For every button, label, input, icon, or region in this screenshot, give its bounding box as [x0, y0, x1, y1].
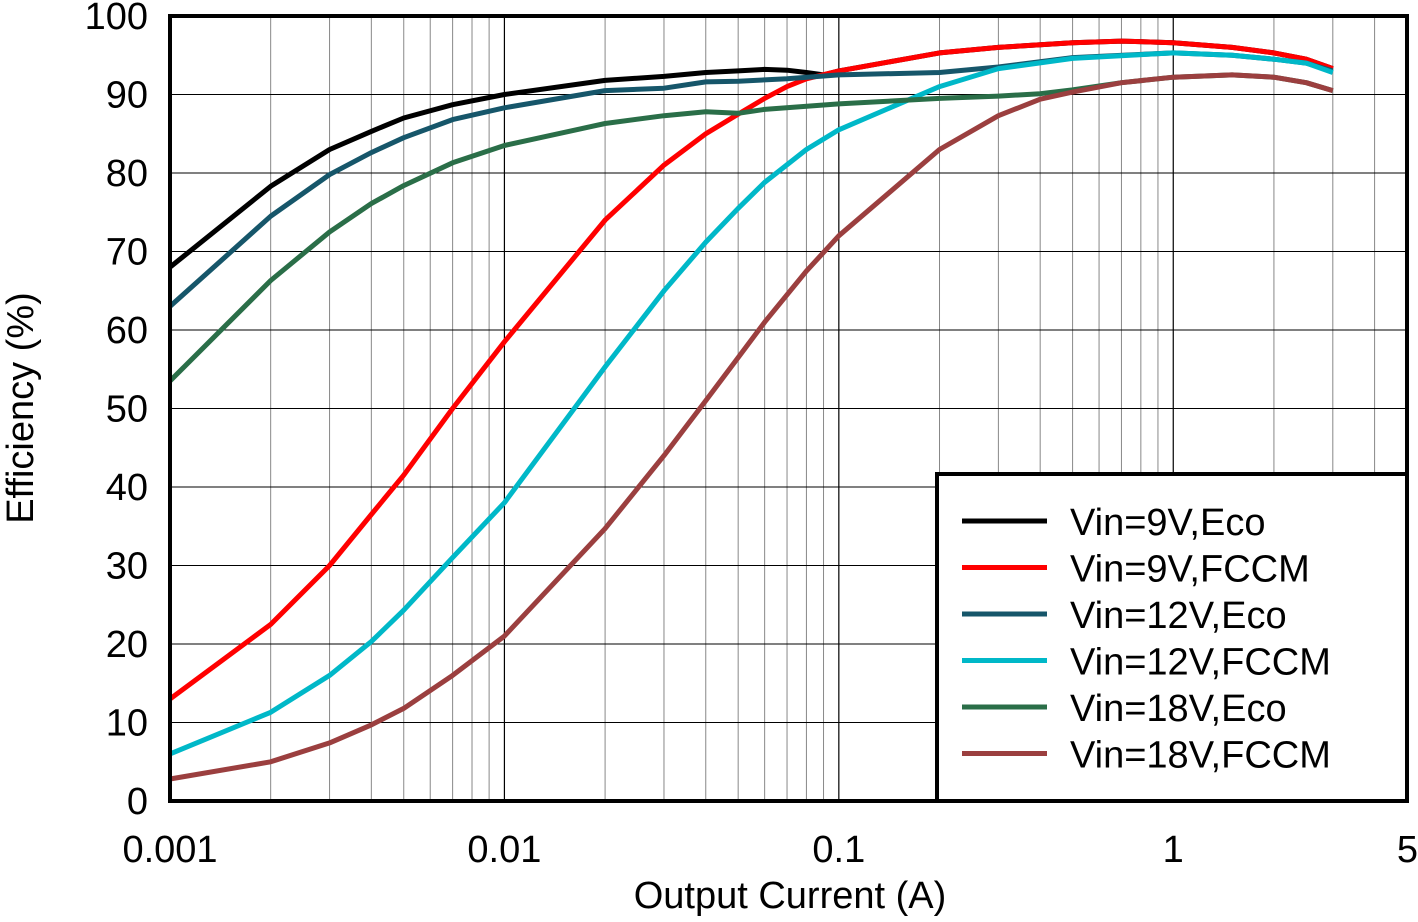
x-tick-label: 0.01 — [467, 829, 541, 871]
legend-label: Vin=18V,FCCM — [1070, 735, 1331, 777]
y-tick-label: 0 — [127, 781, 148, 823]
legend-box — [935, 472, 1409, 803]
legend-label: Vin=9V,Eco — [1070, 502, 1265, 544]
y-tick-label: 30 — [106, 546, 148, 588]
y-tick-label: 80 — [106, 153, 148, 195]
legend-label: Vin=12V,FCCM — [1070, 642, 1331, 684]
x-tick-label: 5 — [1397, 829, 1418, 871]
series-line-vin-12v-fccm — [169, 50, 1334, 757]
y-tick-label: 40 — [106, 467, 148, 509]
x-tick-label: 1 — [1163, 829, 1184, 871]
series-line-vin-9v-fccm — [168, 38, 1334, 702]
y-tick-label: 100 — [85, 0, 148, 38]
y-axis-label: Efficiency (%) — [0, 292, 42, 524]
y-tick-label: 70 — [106, 232, 148, 274]
x-tick-label: 0.001 — [122, 829, 217, 871]
y-tick-label: 50 — [106, 389, 148, 431]
legend-label: Vin=9V,FCCM — [1070, 549, 1310, 591]
y-tick-label: 20 — [106, 624, 148, 666]
y-tick-label: 90 — [106, 75, 148, 117]
y-tick-label: 60 — [106, 310, 148, 352]
series-lines — [168, 38, 1334, 782]
tick-labels: 0 10 20 30 40 50 60 70 80 90 100 0.001 0.01 0.1 1 5 — [85, 0, 1418, 871]
x-axis-label: Output Current (A) — [634, 875, 947, 917]
legend-label: Vin=18V,Eco — [1070, 688, 1287, 730]
x-tick-label: 0.1 — [812, 829, 865, 871]
y-tick-label: 10 — [106, 703, 148, 745]
plot-frame — [168, 14, 1409, 803]
series-line-vin-18v-fccm — [169, 72, 1334, 782]
legend-label: Vin=12V,Eco — [1070, 595, 1287, 637]
